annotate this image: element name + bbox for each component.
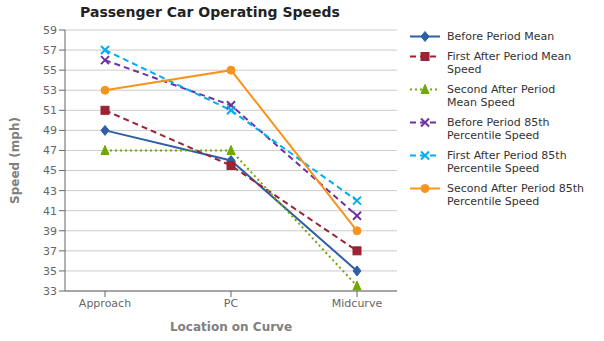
- svg-text:41: 41: [43, 205, 57, 218]
- html-text:Passenger Car Operating Speeds: Passenger Car Operating Speeds: [80, 4, 340, 20]
- svg-text:53: 53: [43, 84, 57, 97]
- svg-text:Midcurve: Midcurve: [332, 297, 383, 310]
- html-text:Second After Period 85th Perce: Second After Period 85th Percentile Spee…: [447, 182, 584, 208]
- html-text:Before Period Mean: Before Period Mean: [447, 30, 555, 43]
- svg-text:33: 33: [43, 285, 57, 298]
- svg-text:37: 37: [43, 245, 57, 258]
- svg-text:55: 55: [43, 64, 57, 77]
- svg-text:Speed (mph): Speed (mph): [8, 117, 22, 204]
- svg-text:35: 35: [43, 265, 57, 278]
- svg-text:43: 43: [43, 185, 57, 198]
- html-text:Before Period 85th Percentile: Before Period 85th Percentile Speed: [447, 116, 550, 142]
- svg-text:57: 57: [43, 44, 57, 57]
- svg-text:39: 39: [43, 225, 57, 238]
- html-text:First After Period 85th Percen: First After Period 85th Percentile Speed: [447, 149, 567, 175]
- html-text:First After Period Mean Speed: First After Period Mean Speed: [447, 50, 572, 76]
- svg-text:59: 59: [43, 24, 57, 37]
- svg-text:45: 45: [43, 164, 57, 177]
- svg-text:49: 49: [43, 124, 57, 137]
- svg-text:Location on Curve: Location on Curve: [170, 320, 292, 334]
- svg-text:Approach: Approach: [79, 297, 131, 310]
- svg-text:PC: PC: [224, 297, 239, 310]
- html-text:Second After Period Mean Speed: Second After Period Mean Speed: [447, 83, 556, 109]
- svg-text:47: 47: [43, 144, 57, 157]
- svg-text:51: 51: [43, 104, 57, 117]
